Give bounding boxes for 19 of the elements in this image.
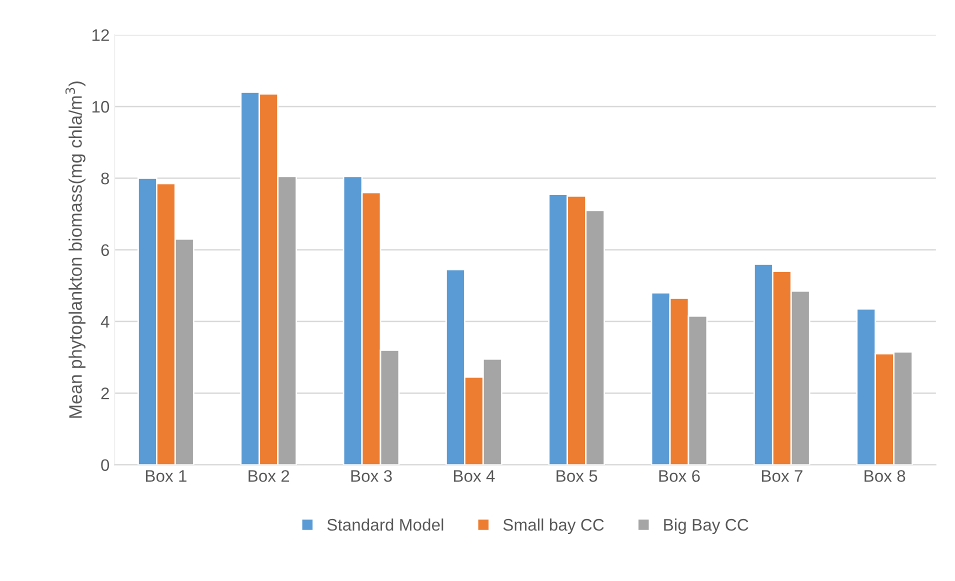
y-tick-label: 0: [101, 459, 110, 472]
y-tick-label: 12: [92, 29, 109, 41]
y-tick-label: 8: [101, 172, 110, 184]
y-tick-label: 4: [100, 316, 110, 328]
legend-label: Standard Model: [327, 518, 444, 531]
y-tick-label: 2: [101, 388, 109, 400]
x-tick-label: Box 8: [864, 470, 906, 482]
legend-label: Small bay CC: [503, 518, 604, 534]
x-tick-label: Box 4: [454, 470, 495, 482]
x-tick-label: Box 6: [659, 470, 700, 482]
x-tick-label: Box 7: [762, 470, 802, 482]
x-tick-label: Box 5: [556, 470, 598, 482]
x-tick-label: Box 2: [248, 470, 290, 482]
x-tick-label: Box 1: [146, 470, 186, 482]
legend-label: Big Bay CC: [664, 518, 748, 534]
y-tick-label: 6: [101, 244, 110, 256]
y-tick-label: 10: [92, 100, 110, 113]
y-axis-title: Mean phytoplankton biomass(mg chla/m$^{3}$): [65, 82, 86, 418]
x-tick-label: Box 3: [351, 470, 392, 482]
